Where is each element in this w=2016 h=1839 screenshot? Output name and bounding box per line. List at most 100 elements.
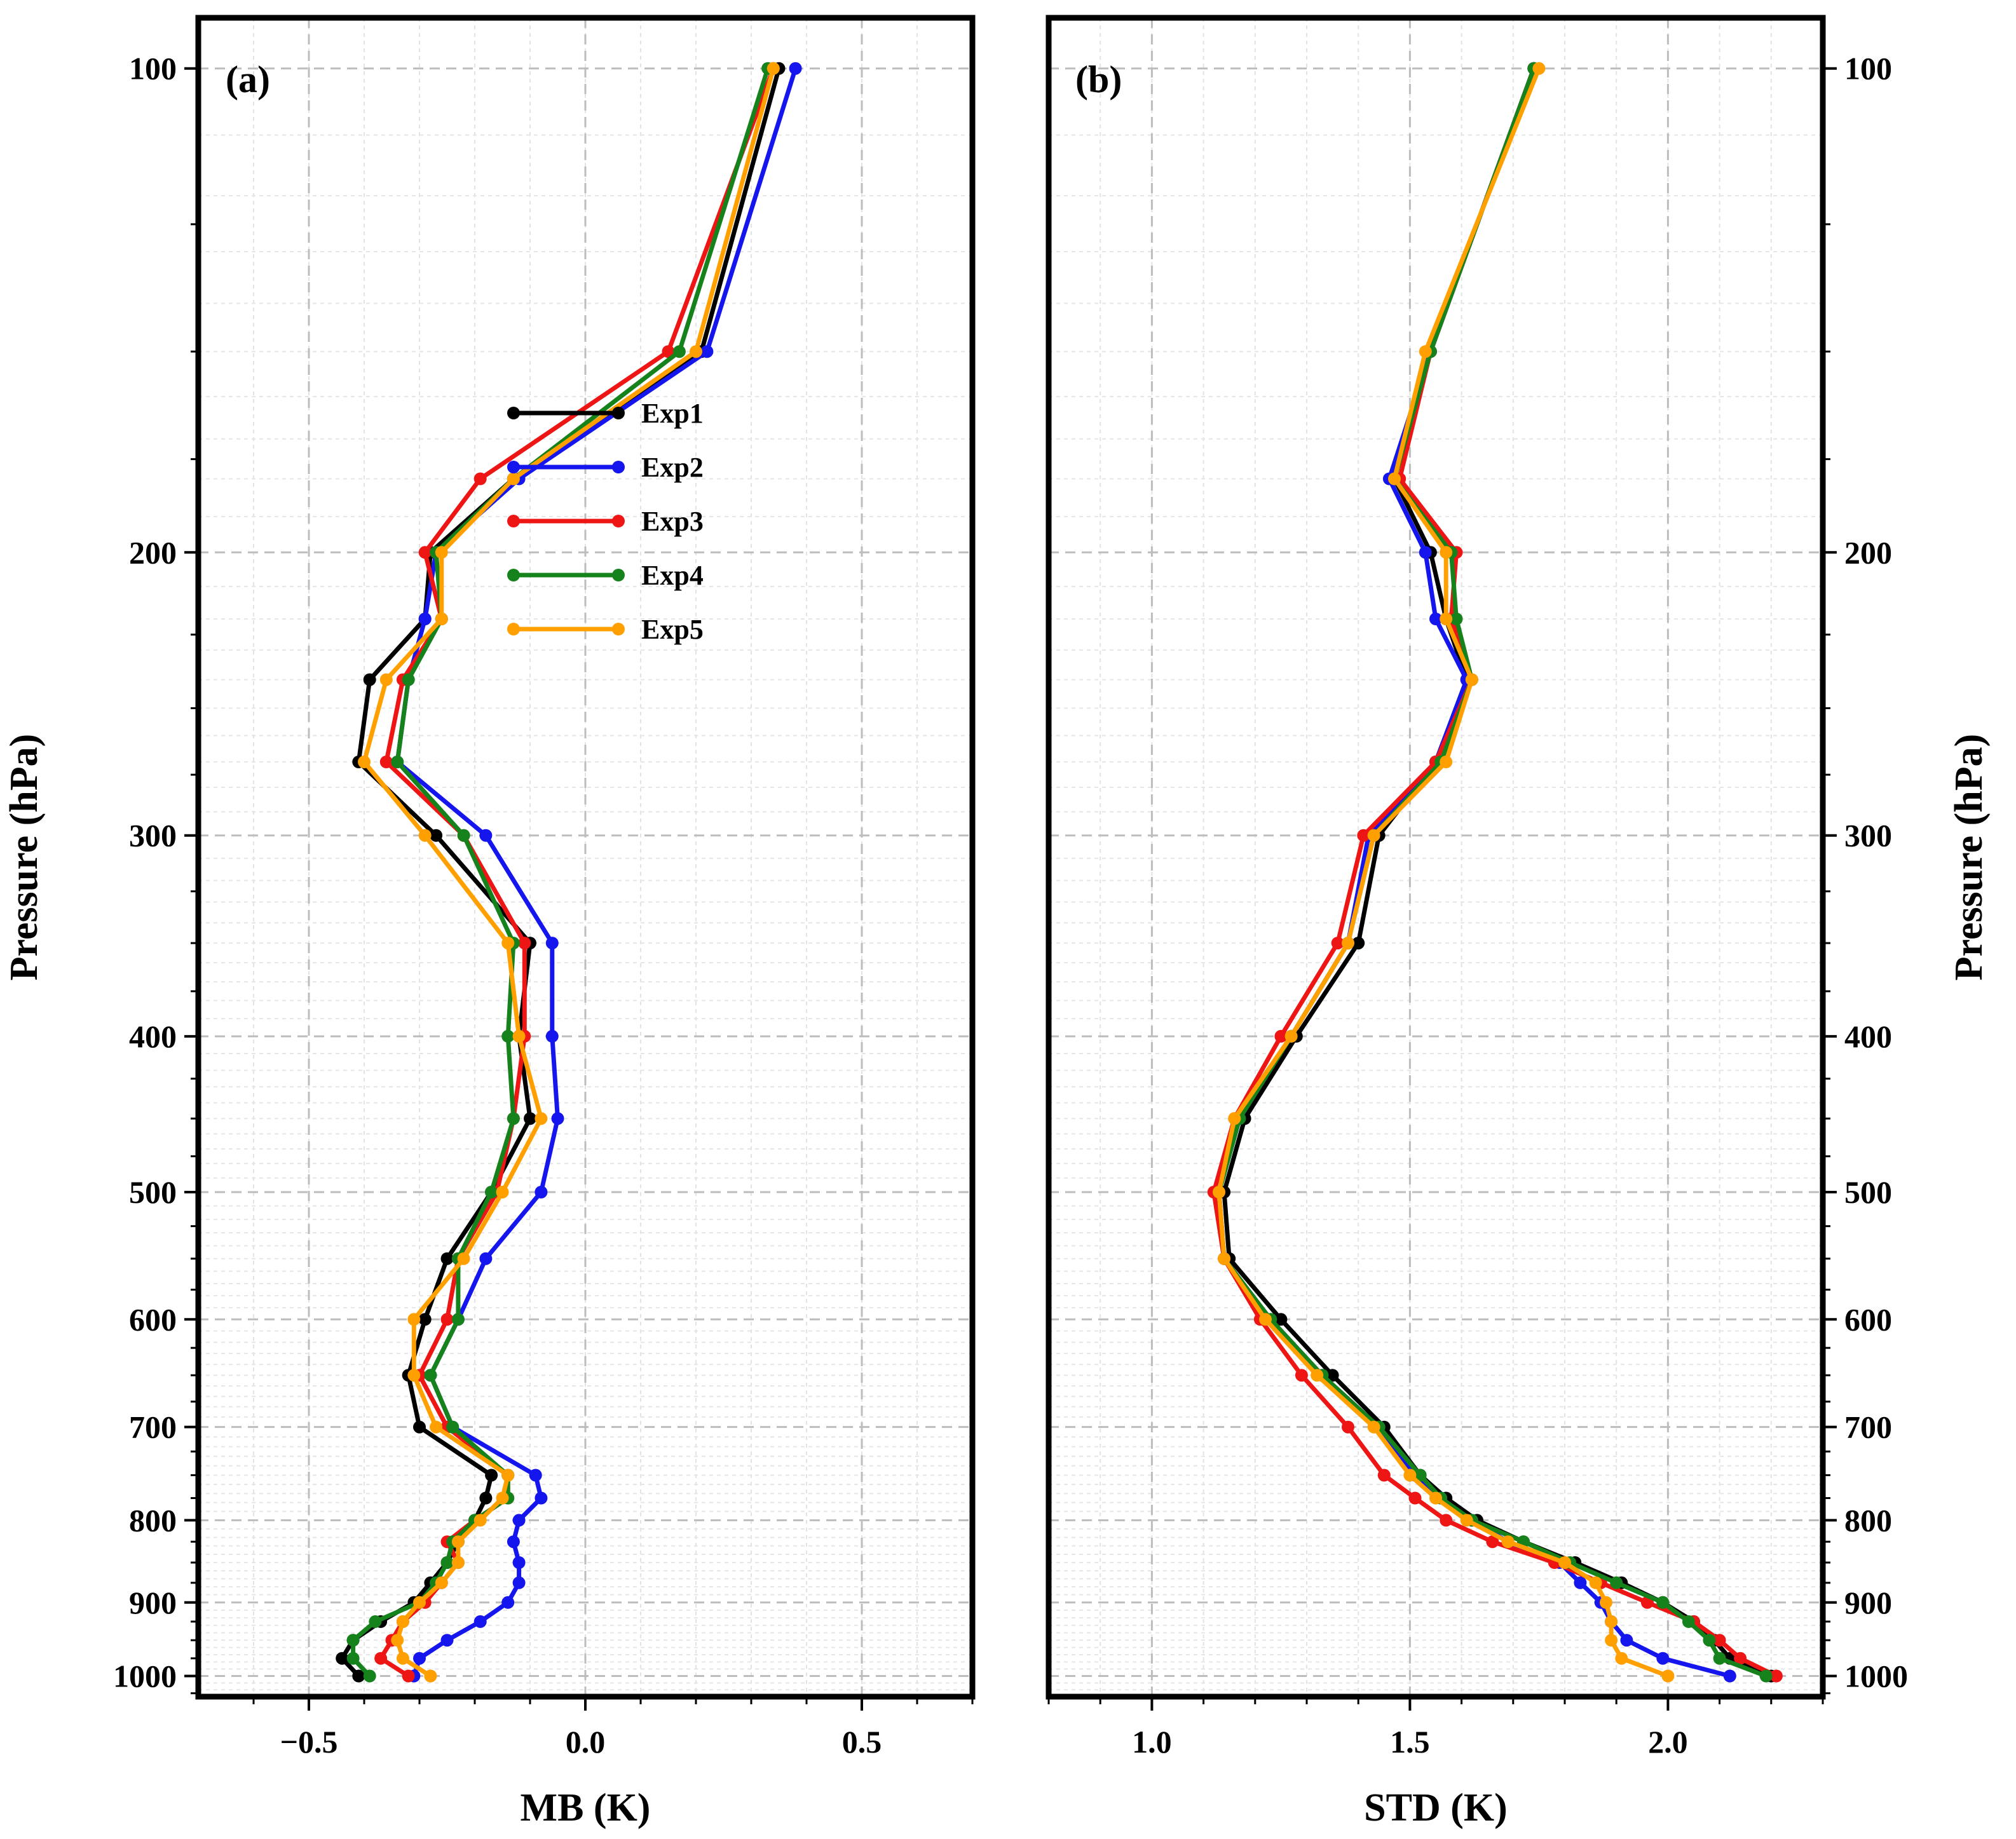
data-point — [1342, 937, 1354, 950]
data-point — [1440, 613, 1453, 625]
data-point — [672, 345, 686, 358]
legend-item: Exp4 — [507, 560, 704, 591]
data-point — [440, 1634, 454, 1647]
data-point — [440, 1252, 454, 1265]
data-point — [1769, 1669, 1783, 1683]
data-point — [1589, 1576, 1602, 1589]
series-group — [336, 62, 802, 1683]
data-point — [1713, 1652, 1726, 1665]
series-exp2 — [1213, 62, 1736, 1683]
grid — [198, 18, 973, 1697]
data-point — [1228, 1112, 1241, 1125]
data-point — [352, 1669, 365, 1683]
y-tick-label: 900 — [129, 1585, 177, 1620]
data-point — [501, 1469, 515, 1482]
panel-b: 1.0 1.5 2.0 100 200 300 400 500 600 700 800 900 1000… — [1045, 15, 1991, 1829]
data-point — [479, 1252, 493, 1265]
data-point — [1486, 1535, 1499, 1549]
y-tick-label: 500 — [1844, 1174, 1892, 1210]
x-tick-label: 1.5 — [1390, 1724, 1430, 1760]
data-point — [524, 1112, 536, 1125]
data-point — [457, 829, 470, 842]
legend-marker — [507, 407, 520, 419]
legend-item: Exp5 — [507, 614, 704, 645]
data-point — [1723, 1669, 1736, 1683]
legend-marker — [612, 569, 625, 581]
series-exp1 — [1218, 62, 1778, 1683]
data-point — [363, 673, 376, 686]
data-point — [418, 613, 432, 625]
data-point — [485, 1469, 498, 1482]
data-point — [501, 1596, 515, 1609]
data-point — [1558, 1556, 1571, 1569]
data-point — [418, 829, 432, 842]
legend-marker — [612, 461, 625, 473]
data-point — [545, 937, 559, 950]
data-point — [451, 1556, 465, 1569]
data-point — [1295, 1369, 1308, 1382]
panel-label: (b) — [1075, 58, 1122, 100]
legend-marker — [612, 515, 625, 527]
x-axis-label: MB (K) — [521, 1786, 651, 1829]
panel-label: (a) — [226, 58, 270, 100]
plot-frame — [1045, 15, 1826, 1700]
data-point — [430, 829, 443, 842]
series-line-exp5 — [1216, 67, 1669, 1678]
data-point — [1429, 613, 1442, 625]
y-tick-label: 500 — [129, 1174, 177, 1210]
data-point — [1377, 1469, 1391, 1482]
data-point — [479, 829, 493, 842]
data-point — [435, 1576, 448, 1589]
data-point — [413, 1420, 426, 1434]
data-point — [1419, 546, 1432, 559]
data-point — [440, 1313, 454, 1326]
legend-label: Exp4 — [641, 560, 704, 591]
data-point — [545, 1029, 559, 1043]
data-point — [1357, 829, 1370, 842]
y-tick-label: 100 — [129, 51, 177, 86]
x-axis-label: STD (K) — [1364, 1786, 1508, 1829]
data-point — [457, 1252, 470, 1265]
data-point — [1408, 1491, 1422, 1505]
data-point — [512, 1514, 526, 1527]
data-point — [424, 1669, 437, 1683]
data-point — [407, 1369, 421, 1382]
data-point — [507, 1535, 520, 1549]
series-exp5 — [1213, 62, 1675, 1683]
data-point — [1661, 1669, 1675, 1683]
data-point — [402, 1669, 415, 1683]
data-point — [379, 673, 393, 686]
y-tick-label: 300 — [1844, 818, 1892, 853]
legend-label: Exp2 — [641, 452, 704, 483]
data-point — [1403, 1469, 1417, 1482]
data-point — [1600, 1596, 1612, 1609]
data-point — [369, 1615, 382, 1628]
y-tick-label: 600 — [129, 1301, 177, 1337]
y-tick-label: 800 — [1844, 1502, 1892, 1538]
data-point — [1326, 1369, 1339, 1382]
data-point — [535, 1112, 548, 1125]
data-point — [413, 1596, 426, 1609]
data-point — [512, 1556, 526, 1569]
series-group — [1207, 62, 1783, 1683]
data-point — [1682, 1615, 1695, 1628]
axis-ticks — [184, 67, 974, 1711]
data-point — [479, 1491, 493, 1505]
legend-marker — [612, 623, 625, 635]
legend-marker — [612, 407, 625, 419]
data-point — [379, 756, 393, 768]
data-point — [418, 546, 432, 559]
data-point — [512, 1576, 526, 1589]
data-point — [1460, 1514, 1473, 1527]
legend: Exp1 Exp2 Exp3 Exp4 Exp5 — [507, 398, 704, 645]
series-exp3 — [1207, 62, 1783, 1683]
data-point — [402, 673, 415, 686]
data-point — [1620, 1634, 1633, 1647]
data-point — [396, 1652, 409, 1665]
data-point — [1465, 673, 1478, 686]
y-tick-label: 400 — [1844, 1019, 1892, 1054]
data-point — [496, 1186, 509, 1198]
legend-label: Exp5 — [641, 614, 704, 645]
data-point — [391, 1634, 404, 1647]
data-point — [473, 472, 487, 485]
